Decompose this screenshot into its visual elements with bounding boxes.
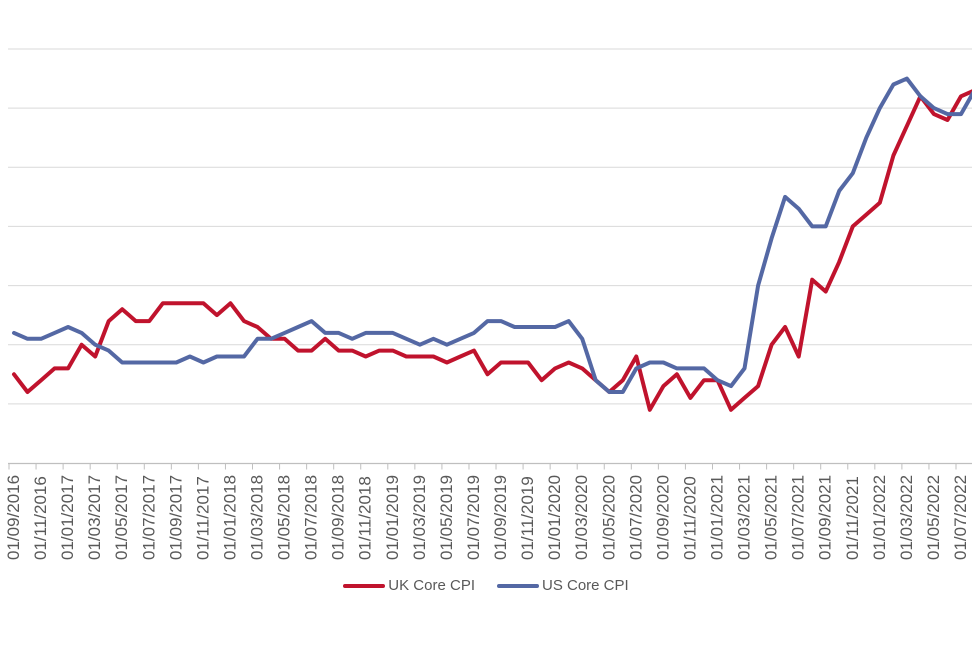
x-axis-label: 01/11/2020 <box>680 476 699 560</box>
x-axis-label: 01/05/2017 <box>112 475 131 560</box>
x-axis-label: 01/11/2018 <box>356 476 375 560</box>
x-axis-label: 01/09/2017 <box>166 475 185 560</box>
x-axis-label: 01/11/2019 <box>518 476 537 560</box>
x-axis-label: 01/05/2022 <box>924 475 943 560</box>
x-axis-label: 01/09/2018 <box>329 475 348 560</box>
gridlines <box>8 48 972 405</box>
x-axis-label: 01/09/2019 <box>491 475 510 560</box>
x-axis-label: 01/03/2018 <box>248 475 267 560</box>
series-line-uk-core-cpi <box>12 89 972 412</box>
x-axis-label: 01/05/2018 <box>275 475 294 560</box>
x-axis-label: 01/07/2021 <box>789 475 808 560</box>
x-axis-label: 01/09/2021 <box>816 475 835 560</box>
x-axis-label: 01/11/2017 <box>193 476 212 560</box>
x-axis-label: 01/03/2017 <box>85 475 104 560</box>
x-axis-ticks <box>8 464 957 470</box>
x-axis-label: 01/03/2021 <box>735 475 754 560</box>
series-line-us-core-cpi <box>12 76 972 394</box>
x-axis-labels: 01/09/2016 01/11/2016 01/01/2017 01/03/2017… <box>4 475 970 560</box>
x-axis-label: 01/01/2020 <box>545 475 564 560</box>
x-axis-label: 01/03/2022 <box>897 475 916 560</box>
us-legend-label: US Core CPI <box>542 577 629 594</box>
x-axis-label: 01/05/2019 <box>437 475 456 560</box>
x-axis-label: 01/07/2020 <box>626 475 645 560</box>
x-axis-label: 01/03/2020 <box>572 475 591 560</box>
x-axis-label: 01/01/2017 <box>58 475 77 560</box>
x-axis-label: 01/07/2018 <box>302 475 321 560</box>
legend-item-uk-core-cpi: UK Core CPI <box>343 577 475 595</box>
x-axis-label: 01/01/2021 <box>707 475 726 560</box>
x-axis-label: 01/05/2021 <box>762 475 781 560</box>
x-axis-label: 01/07/2017 <box>139 475 158 560</box>
x-axis-label: 01/11/2021 <box>843 476 862 560</box>
x-axis-label: 01/01/2018 <box>220 475 239 560</box>
x-axis-label: 01/01/2019 <box>383 475 402 560</box>
uk-legend-label: UK Core CPI <box>388 577 475 594</box>
x-axis-label: 01/05/2020 <box>599 475 618 560</box>
x-axis-label: 01/09/2016 <box>4 475 23 560</box>
legend-item-us-core-cpi: US Core CPI <box>497 577 629 595</box>
x-axis-label: 01/01/2022 <box>870 475 889 560</box>
x-axis-label: 01/07/2022 <box>951 475 970 560</box>
x-axis-label: 01/09/2020 <box>653 475 672 560</box>
x-axis-label: 01/11/2016 <box>31 476 50 560</box>
chart-legend: UK Core CPI US Core CPI <box>0 577 972 595</box>
x-axis-label: 01/03/2019 <box>410 475 429 560</box>
x-axis-label: 01/07/2019 <box>464 475 483 560</box>
uk-series-swatch-icon <box>343 584 386 588</box>
us-series-swatch-icon <box>497 584 539 588</box>
